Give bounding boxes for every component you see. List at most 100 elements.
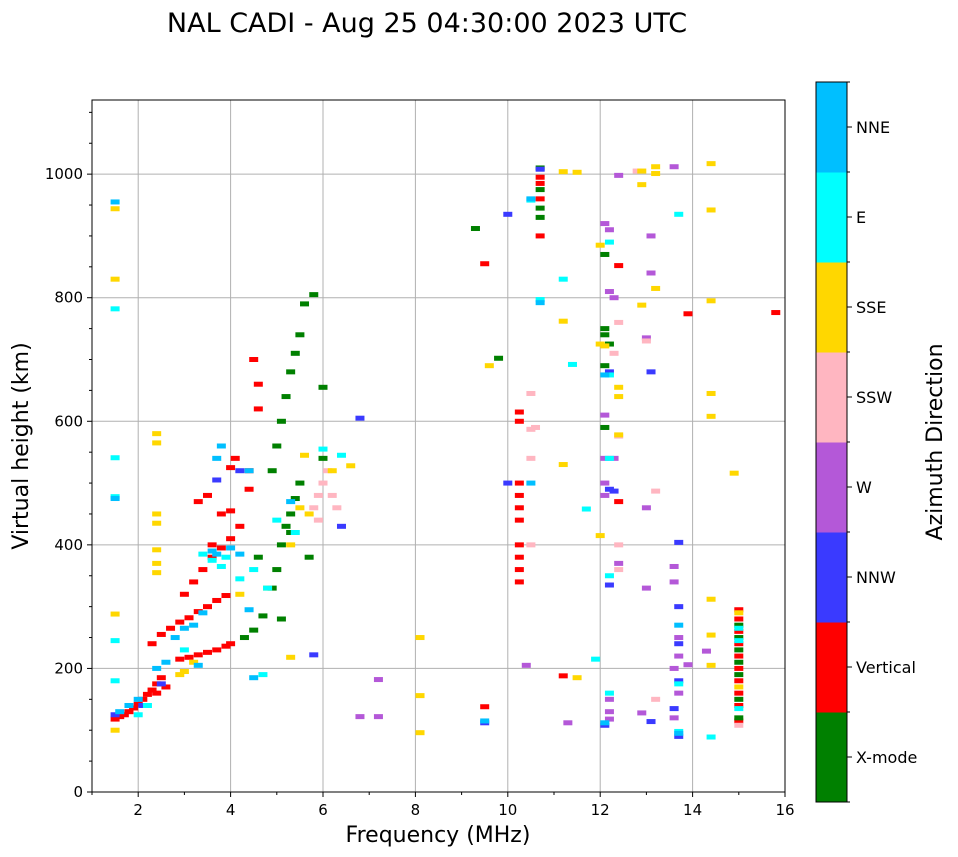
data-point-vertical xyxy=(124,709,134,715)
data-point-e xyxy=(674,211,684,217)
data-point-vertical xyxy=(152,690,162,696)
data-point-x-mode xyxy=(281,394,291,400)
data-point-e xyxy=(734,625,744,631)
data-point-e xyxy=(558,276,568,282)
data-point-w xyxy=(600,221,610,227)
data-point-ssw xyxy=(632,168,642,174)
data-point-w xyxy=(646,233,656,239)
data-point-nne xyxy=(226,545,236,551)
data-point-w xyxy=(563,720,573,726)
x-tick-label: 14 xyxy=(683,801,702,819)
data-point-vertical xyxy=(614,263,624,269)
data-point-w xyxy=(669,715,679,721)
data-point-x-mode xyxy=(290,350,300,356)
data-point-ssw xyxy=(526,390,536,396)
data-point-sse xyxy=(637,182,647,188)
data-point-nne xyxy=(535,300,545,306)
data-point-e xyxy=(133,712,143,718)
data-point-x-mode xyxy=(734,715,744,721)
data-point-vertical xyxy=(480,704,490,710)
data-point-e xyxy=(604,690,614,696)
data-point-vertical xyxy=(198,567,208,573)
data-point-vertical xyxy=(129,705,139,711)
colorbar-segment xyxy=(816,442,847,533)
x-tick-label: 8 xyxy=(411,801,421,819)
data-point-e xyxy=(336,452,346,458)
data-point-e xyxy=(318,446,328,452)
data-point-sse xyxy=(572,169,582,175)
data-point-vertical xyxy=(115,714,125,720)
data-point-nnw xyxy=(309,652,319,658)
data-point-vertical xyxy=(166,625,176,631)
data-point-nnw xyxy=(646,719,656,725)
data-point-vertical xyxy=(226,536,236,542)
data-point-e xyxy=(604,372,614,378)
y-tick-label: 400 xyxy=(54,536,83,554)
data-point-e xyxy=(581,506,591,512)
data-point-vertical xyxy=(734,616,744,622)
data-point-w xyxy=(669,579,679,585)
data-point-nne xyxy=(170,635,180,641)
data-point-vertical xyxy=(734,665,744,671)
data-point-sse xyxy=(706,161,716,167)
data-point-x-mode xyxy=(600,363,610,369)
data-point-sse xyxy=(152,570,162,576)
data-point-nne xyxy=(244,468,254,474)
data-point-vertical xyxy=(142,691,152,697)
data-point-sse xyxy=(415,693,425,699)
data-point-nne xyxy=(674,622,684,628)
data-point-sse xyxy=(706,632,716,638)
data-point-vertical xyxy=(734,628,744,634)
data-point-vertical xyxy=(514,567,524,573)
data-point-w xyxy=(609,295,619,301)
data-point-x-mode xyxy=(318,455,328,461)
data-point-vertical xyxy=(152,681,162,687)
x-tick-label: 2 xyxy=(133,801,143,819)
x-tick-label: 12 xyxy=(591,801,610,819)
data-point-sse xyxy=(286,654,296,660)
data-point-e xyxy=(198,551,208,557)
data-point-x-mode xyxy=(272,443,282,449)
data-point-x-mode xyxy=(276,542,286,548)
data-point-w xyxy=(669,665,679,671)
data-point-ssw xyxy=(614,567,624,573)
data-point-ssw xyxy=(526,542,536,548)
data-point-vertical xyxy=(734,641,744,647)
data-point-sse xyxy=(235,591,245,597)
data-point-x-mode xyxy=(249,627,259,633)
data-point-sse xyxy=(286,542,296,548)
data-point-vertical xyxy=(212,647,222,653)
data-point-vertical xyxy=(253,406,263,412)
data-point-w xyxy=(701,648,711,654)
data-point-x-mode xyxy=(286,530,296,535)
colorbar-segment xyxy=(816,172,847,263)
data-point-e xyxy=(604,455,614,461)
data-point-x-mode xyxy=(281,523,291,529)
data-point-nnw xyxy=(674,539,684,545)
plot-frame xyxy=(91,99,786,793)
data-point-nne xyxy=(600,720,610,726)
data-point-x-mode xyxy=(295,332,305,338)
data-point-vertical xyxy=(226,641,236,647)
data-point-vertical xyxy=(193,609,203,615)
data-point-sse xyxy=(651,164,661,170)
data-point-vertical xyxy=(771,310,781,316)
data-point-vertical xyxy=(184,615,194,621)
data-point-sse xyxy=(152,511,162,517)
data-point-ssw xyxy=(609,350,619,356)
data-point-sse xyxy=(706,207,716,213)
data-point-nnw xyxy=(604,486,614,492)
data-point-nne xyxy=(216,443,226,449)
data-point-sse xyxy=(614,432,624,438)
data-point-ssw xyxy=(323,468,333,474)
data-point-w xyxy=(669,164,679,170)
data-point-e xyxy=(263,585,273,591)
data-point-vertical xyxy=(734,678,744,684)
data-point-vertical xyxy=(535,174,545,180)
data-point-x-mode xyxy=(309,292,319,298)
data-point-sse xyxy=(189,659,199,665)
data-point-nne xyxy=(133,696,143,702)
data-point-vertical xyxy=(119,712,129,718)
colorbar-tick-label: NNE xyxy=(856,118,890,137)
colorbar-tick-label: NNW xyxy=(856,568,896,587)
